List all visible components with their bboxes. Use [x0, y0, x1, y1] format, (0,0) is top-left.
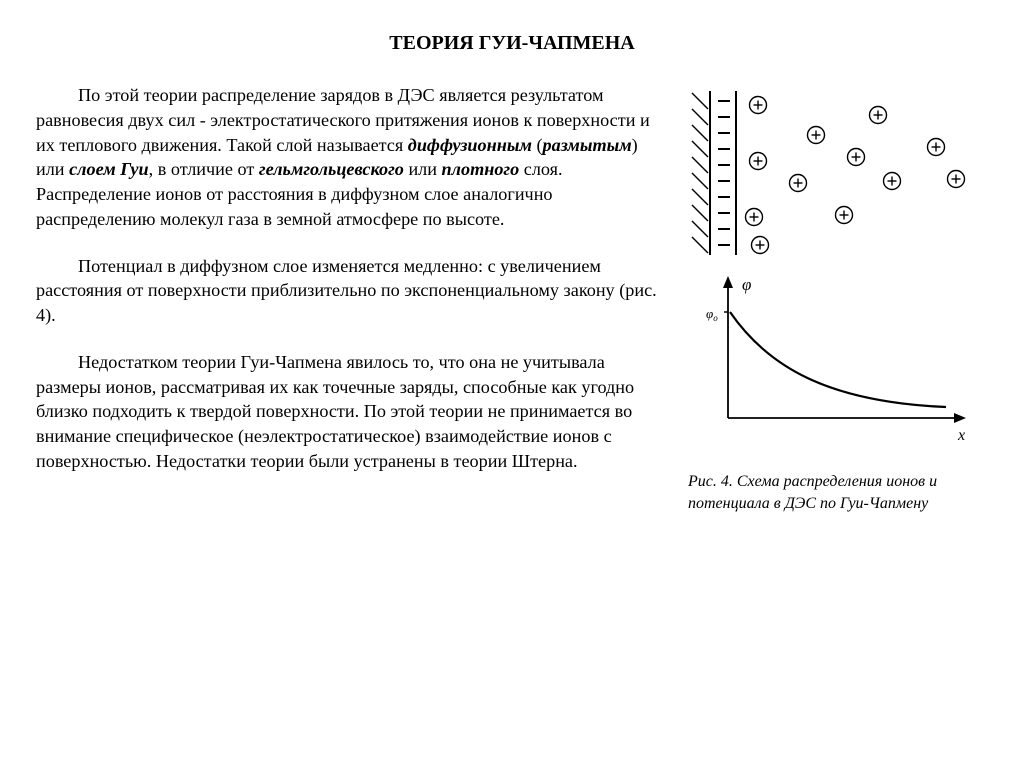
p1-term-helmholtz: гельмгольцевского [259, 159, 404, 179]
y0-label: φo [706, 306, 718, 323]
content-row: По этой теории распределение зарядов в Д… [36, 83, 988, 514]
paragraph-1: По этой теории распределение зарядов в Д… [36, 83, 664, 232]
p1-text-h: , в отличие от [149, 159, 259, 179]
hatch-line [692, 125, 708, 141]
paragraph-2: Потенциал в диффузном слое изменяется ме… [36, 254, 664, 328]
hatch-line [692, 109, 708, 125]
figure-caption: Рис. 4. Схема распределения ионов и поте… [688, 471, 988, 514]
hatch-line [692, 237, 708, 253]
y-axis-arrow [723, 276, 733, 288]
p1-term-diffuse: диффузионным [408, 135, 532, 155]
hatch-line [692, 157, 708, 173]
potential-curve [730, 312, 946, 407]
paragraph-3: Недостатком теории Гуи-Чапмена явилось т… [36, 350, 664, 474]
ion-group [746, 97, 965, 254]
x-axis-arrow [954, 413, 966, 423]
potential-chart: φ φo x [688, 272, 978, 452]
p1-text-j: или [404, 159, 442, 179]
hatch-line [692, 221, 708, 237]
hatch-group [692, 93, 708, 253]
hatch-line [692, 141, 708, 157]
hatch-line [692, 205, 708, 221]
p1-text-d: ( [532, 135, 543, 155]
page-title: ТЕОРИЯ ГУИ-ЧАПМЕНА [36, 32, 988, 55]
p1-term-blurred: размытым [543, 135, 632, 155]
text-column: По этой теории распределение зарядов в Д… [36, 83, 664, 496]
hatch-line [692, 189, 708, 205]
y-axis-label: φ [742, 275, 751, 294]
hatch-line [692, 173, 708, 189]
figure-column: φ φo x Рис. 4. Схема распределения ионов… [688, 83, 988, 514]
p1-term-dense: плотного [442, 159, 520, 179]
x-axis-label: x [957, 427, 965, 444]
p1-term-gouy: слоем Гуи [69, 159, 149, 179]
minus-charge-group [718, 101, 730, 245]
hatch-line [692, 93, 708, 109]
ion-schematic [688, 87, 978, 259]
